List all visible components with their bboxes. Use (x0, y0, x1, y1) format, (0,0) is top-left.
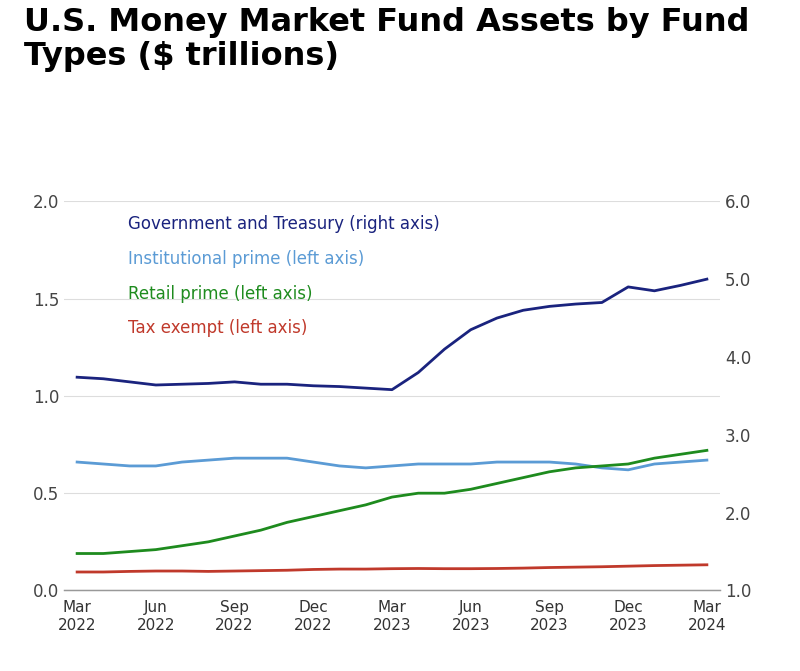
Text: Institutional prime (left axis): Institutional prime (left axis) (128, 250, 364, 268)
Text: Retail prime (left axis): Retail prime (left axis) (128, 285, 313, 303)
Text: U.S. Money Market Fund Assets by Fund
Types ($ trillions): U.S. Money Market Fund Assets by Fund Ty… (24, 7, 750, 72)
Text: Tax exempt (left axis): Tax exempt (left axis) (128, 319, 307, 338)
Text: Government and Treasury (right axis): Government and Treasury (right axis) (128, 215, 440, 233)
